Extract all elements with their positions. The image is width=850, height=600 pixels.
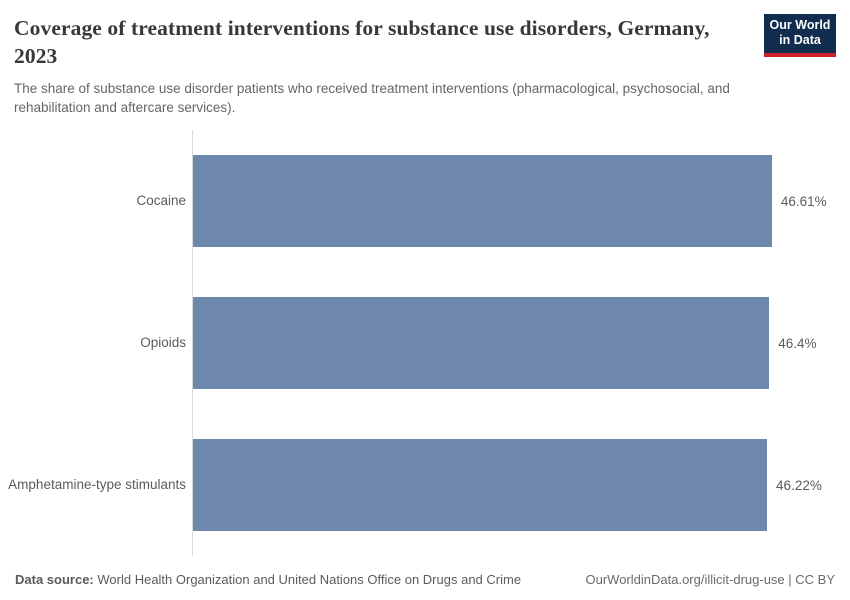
chart-footer: Data source: World Health Organization a… [0, 572, 850, 600]
data-source-text: World Health Organization and United Nat… [97, 572, 522, 587]
bar-opioids [193, 297, 770, 389]
bar-value-label: 46.22% [776, 477, 822, 493]
bar-zone: 46.61% [192, 130, 850, 272]
page-title: Coverage of treatment interventions for … [14, 16, 710, 68]
license-credit: OurWorldinData.org/illicit-drug-use | CC… [585, 572, 836, 587]
logo-line-2: in Data [779, 33, 821, 47]
logo-line-1: Our World [769, 18, 831, 32]
bar-row: Cocaine 46.61% [0, 130, 850, 272]
data-source-label: Data source: [15, 572, 94, 587]
bar-amphetamine-type-stimulants [193, 439, 768, 531]
chart-header: Coverage of treatment interventions for … [0, 0, 850, 117]
title-block: Coverage of treatment interventions for … [14, 14, 764, 117]
chart-subtitle: The share of substance use disorder pati… [14, 81, 730, 115]
bar-zone: 46.4% [192, 272, 850, 414]
bar-row: Opioids 46.4% [0, 272, 850, 414]
bar-cocaine [193, 155, 772, 247]
owid-logo: Our World in Data [764, 14, 836, 57]
data-source-note: Data source: World Health Organization a… [15, 572, 521, 587]
bar-row: Amphetamine-type stimulants 46.22% [0, 414, 850, 556]
bar-zone: 46.22% [192, 414, 850, 556]
chart-plot-area: Cocaine 46.61% Opioids 46.4% Amphetamine… [0, 130, 850, 556]
bar-value-label: 46.61% [780, 193, 827, 209]
category-label: Cocaine [136, 193, 186, 208]
bar-value-label: 46.4% [778, 335, 817, 351]
category-label: Amphetamine-type stimulants [8, 477, 186, 492]
category-label: Opioids [140, 335, 186, 350]
